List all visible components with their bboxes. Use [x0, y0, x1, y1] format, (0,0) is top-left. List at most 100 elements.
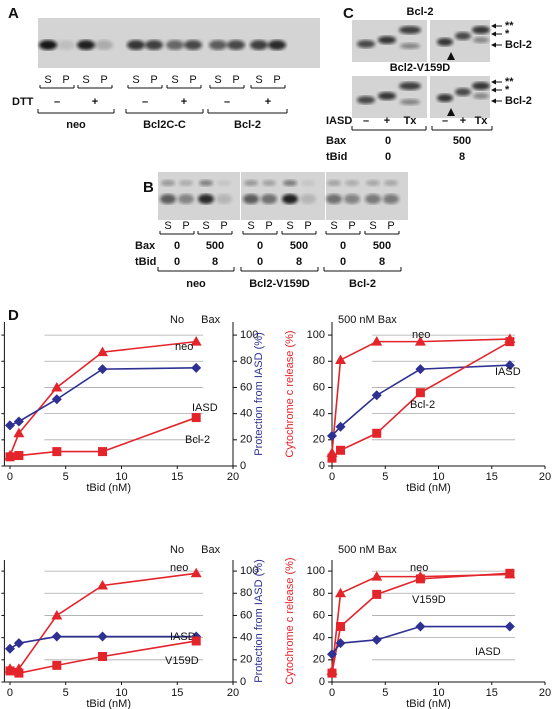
blot-title: Bcl2-V159D [390, 62, 451, 74]
arrowhead-marker [447, 108, 455, 116]
x-tick-label: 0 [329, 687, 335, 699]
point [372, 428, 382, 438]
band [160, 194, 176, 204]
row-label: Bax [326, 135, 347, 147]
x-tick-label: 15 [486, 687, 498, 699]
y-tick-label: 80 [240, 355, 252, 367]
x-tick-label: 10 [115, 471, 127, 483]
y-axis-label: Protection from IASD (%) [253, 332, 265, 455]
point [415, 388, 425, 398]
band [209, 40, 227, 50]
lane-label: P [62, 74, 69, 86]
row-value: 500 [373, 240, 391, 252]
band [127, 40, 145, 50]
band [243, 194, 259, 204]
lane-label: P [100, 74, 107, 86]
lane-label: S [44, 74, 51, 86]
lane-label: S [171, 74, 178, 86]
y-tick-label: 40 [240, 408, 252, 420]
y-tick-label: 0 [319, 676, 325, 688]
band [261, 194, 277, 204]
x-tick-label: 15 [486, 471, 498, 483]
band [345, 180, 359, 186]
y-tick-label: 0 [240, 676, 246, 688]
row-value: 0 [385, 151, 391, 163]
row-value: 8 [459, 151, 465, 163]
lane-label: S [214, 74, 221, 86]
lane-label: S [330, 220, 337, 232]
y-axis-label: Protection from IASD (%) [253, 559, 265, 682]
band [217, 180, 231, 186]
row-label: tBid [326, 151, 347, 163]
row-value: + [460, 115, 466, 127]
arrowhead [491, 31, 496, 37]
band [472, 82, 490, 90]
band [357, 96, 375, 104]
point [51, 609, 63, 620]
lane-label: P [232, 74, 239, 86]
row-value: – [363, 115, 369, 127]
point [371, 634, 382, 645]
band [378, 36, 396, 44]
point [415, 621, 426, 632]
point [51, 631, 62, 642]
row-value: 0 [174, 240, 180, 252]
y-tick-label: 40 [240, 632, 252, 644]
series-label: IASD [192, 402, 218, 414]
arrowhead [491, 42, 496, 48]
row-label: DTT [12, 96, 34, 108]
series-label: neo [175, 341, 193, 353]
y-tick-label: 60 [313, 381, 325, 393]
point [5, 666, 15, 676]
row-value: 8 [212, 256, 218, 268]
point [190, 336, 202, 346]
band [399, 82, 421, 90]
row-label: IASD [326, 115, 352, 127]
point [327, 668, 337, 678]
arrowhead [491, 79, 496, 85]
y-tick-label: 20 [313, 434, 325, 446]
point [52, 447, 62, 457]
lane-label: S [202, 220, 209, 232]
annotation: 500 nM Bax [338, 314, 397, 326]
row-label: Bax [135, 240, 156, 252]
point [191, 413, 201, 423]
row-value: 500 [206, 240, 224, 252]
x-tick-label: 20 [227, 471, 239, 483]
series-label: neo [410, 562, 428, 574]
band-label: Bcl-2 [505, 95, 532, 107]
y-tick-label: 20 [240, 654, 252, 666]
series-label: Bcl-2 [185, 434, 210, 446]
point [336, 622, 346, 632]
y-tick-label: 100 [307, 565, 325, 577]
band [77, 40, 95, 50]
panel-label: B [143, 179, 154, 196]
x-tick-label: 15 [171, 687, 183, 699]
y-axis-label: Cytochrome c release (%) [284, 330, 296, 457]
series-label: V159D [412, 594, 446, 606]
point [97, 364, 108, 375]
x-axis-label: tBid (nM) [406, 698, 451, 709]
x-tick-label: 20 [539, 687, 551, 699]
band [300, 194, 316, 204]
row-value: + [384, 115, 390, 127]
point [335, 638, 346, 649]
band [283, 180, 297, 186]
point [191, 636, 201, 646]
lane-label: S [286, 220, 293, 232]
band [327, 180, 341, 186]
panel-label: D [8, 307, 19, 324]
x-tick-label: 0 [7, 687, 13, 699]
x-tick-label: 20 [227, 687, 239, 699]
row-value: 0 [257, 240, 263, 252]
band [326, 194, 342, 204]
series-label: IASD [475, 646, 501, 658]
annotation: No Bax [170, 544, 221, 556]
blot-title: Bcl-2 [407, 6, 434, 18]
point [13, 416, 24, 427]
lane-label: P [189, 74, 196, 86]
series-line [9, 340, 197, 456]
point [504, 621, 515, 632]
series-label: neo [412, 329, 430, 341]
arrowhead [491, 23, 496, 29]
